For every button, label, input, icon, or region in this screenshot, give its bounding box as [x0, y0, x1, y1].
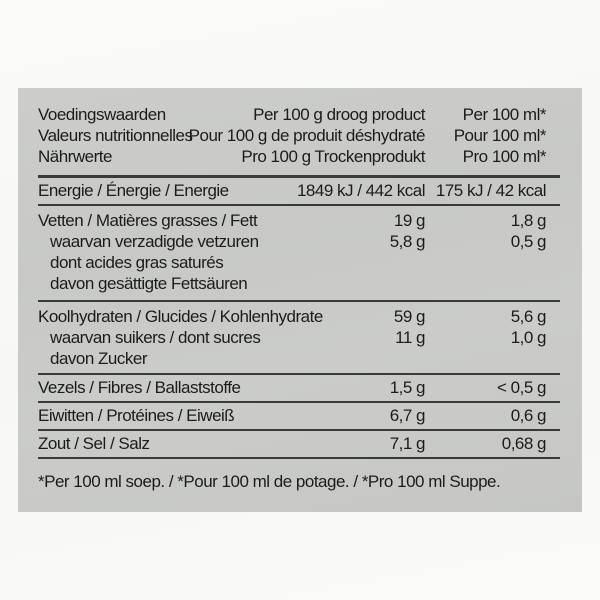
row-fat-per100ml: 1,8 g — [510, 211, 547, 230]
header-title-nl: Voedingswaarden — [38, 105, 166, 124]
row-salt: Zout / Sel / Salz 7,1 g 0,68 g — [38, 431, 560, 459]
footnote-row: *Per 100 ml soep. / *Pour 100 ml de pota… — [38, 459, 560, 492]
table-header: Voedingswaarden Per 100 g droog product … — [38, 88, 560, 178]
row-satfat-label-fr: dont acides gras saturés — [50, 253, 224, 272]
header-line-de: Nährwerte Pro 100 g Trockenprodukt Pro 1… — [38, 146, 560, 167]
row-protein-per100g: 6,7 g — [389, 406, 426, 425]
row-salt-per100g: 7,1 g — [389, 434, 426, 453]
table-row: Koolhydraten / Glucides / Kohlenhydrate … — [38, 306, 560, 327]
row-sugars-per100g: 11 g — [395, 328, 425, 347]
header-title-fr: Valeurs nutritionnelles — [38, 126, 193, 145]
table-subrow: davon Zucker — [38, 348, 560, 369]
table-row: Vetten / Matières grasses / Fett 19 g 1,… — [38, 210, 560, 231]
row-fat: Vetten / Matières grasses / Fett 19 g 1,… — [38, 206, 560, 302]
row-energy-label: Energie / Énergie / Energie — [38, 181, 229, 200]
table-subrow: waarvan suikers / dont sucres 11 g 1,0 g — [38, 327, 560, 348]
row-salt-label: Zout / Sel / Salz — [38, 434, 150, 453]
header-per100ml-de: Pro 100 ml* — [462, 147, 547, 166]
header-per100ml-nl: Per 100 ml* — [462, 105, 547, 124]
row-fat-per100g: 19 g — [393, 211, 426, 230]
table-subrow: davon gesättigte Fettsäuren — [38, 273, 560, 294]
table-subrow: waarvan verzadigde vetzuren 5,8 g 0,5 g — [38, 231, 560, 252]
row-carb-per100ml: 5,6 g — [510, 307, 547, 326]
row-fibre-per100g: 1,5 g — [389, 378, 426, 397]
row-fibre-label: Vezels / Fibres / Ballaststoffe — [38, 378, 241, 397]
row-fat-label: Vetten / Matières grasses / Fett — [38, 211, 258, 230]
row-carbohydrate: Koolhydraten / Glucides / Kohlenhydrate … — [38, 302, 560, 375]
header-title-de: Nährwerte — [38, 147, 112, 166]
table-row: Zout / Sel / Salz 7,1 g 0,68 g — [38, 433, 560, 454]
row-energy-per100ml: 175 kJ / 42 kcal — [435, 181, 547, 200]
row-fibre: Vezels / Fibres / Ballaststoffe 1,5 g < … — [38, 375, 560, 403]
header-line-fr: Valeurs nutritionnelles Pour 100 g de pr… — [38, 125, 560, 146]
header-per100ml-fr: Pour 100 ml* — [453, 126, 547, 145]
nutrition-facts-panel: Voedingswaarden Per 100 g droog product … — [18, 88, 582, 512]
row-satfat-per100ml: 0,5 g — [510, 232, 547, 251]
table-row: Energie / Énergie / Energie 1849 kJ / 44… — [38, 180, 560, 201]
table-row: Eiwitten / Protéines / Eiweiß 6,7 g 0,6 … — [38, 405, 560, 426]
nutrition-table: Voedingswaarden Per 100 g droog product … — [38, 88, 560, 492]
row-salt-per100ml: 0,68 g — [501, 434, 547, 453]
row-energy-per100g: 1849 kJ / 442 kcal — [296, 181, 426, 200]
header-per100g-de: Pro 100 g Trockenprodukt — [241, 147, 425, 166]
row-satfat-per100g: 5,8 g — [389, 232, 426, 251]
row-protein-label: Eiwitten / Protéines / Eiweiß — [38, 406, 235, 425]
header-per100g-fr: Pour 100 g de produit déshydraté — [188, 126, 426, 145]
footnote-text: *Per 100 ml soep. / *Pour 100 ml de pota… — [38, 472, 501, 491]
table-footnote-line: *Per 100 ml soep. / *Pour 100 ml de pota… — [38, 471, 560, 492]
row-sugars-label-de: davon Zucker — [50, 349, 148, 368]
row-energy: Energie / Énergie / Energie 1849 kJ / 44… — [38, 178, 560, 206]
row-sugars-label-nlfr: waarvan suikers / dont sucres — [50, 328, 261, 347]
row-carb-label: Koolhydraten / Glucides / Kohlenhydrate — [38, 307, 323, 326]
row-satfat-label-de: davon gesättigte Fettsäuren — [50, 274, 248, 293]
row-sugars-per100ml: 1,0 g — [510, 328, 547, 347]
row-satfat-label-nl: waarvan verzadigde vetzuren — [50, 232, 259, 251]
table-subrow: dont acides gras saturés — [38, 252, 560, 273]
row-fibre-per100ml: < 0,5 g — [497, 378, 546, 397]
header-per100g-nl: Per 100 g droog product — [253, 105, 425, 124]
header-line-nl: Voedingswaarden Per 100 g droog product … — [38, 104, 560, 125]
row-protein-per100ml: 0,6 g — [510, 406, 547, 425]
row-carb-per100g: 59 g — [393, 307, 426, 326]
row-protein: Eiwitten / Protéines / Eiweiß 6,7 g 0,6 … — [38, 403, 560, 431]
table-row: Vezels / Fibres / Ballaststoffe 1,5 g < … — [38, 377, 560, 398]
